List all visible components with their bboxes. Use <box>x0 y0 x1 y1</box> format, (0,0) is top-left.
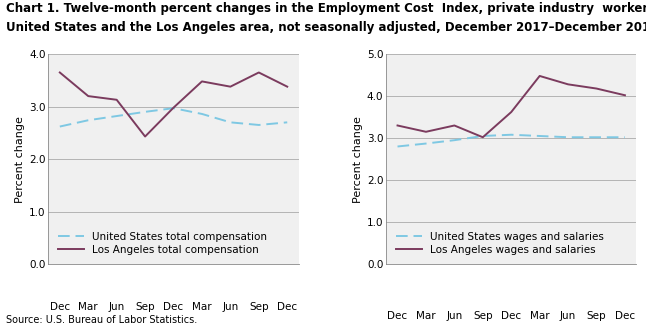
Legend: United States wages and salaries, Los Angeles wages and salaries: United States wages and salaries, Los An… <box>391 227 608 259</box>
Text: Sep: Sep <box>135 302 155 312</box>
Text: Jun: Jun <box>560 311 576 321</box>
Text: Source: U.S. Bureau of Labor Statistics.: Source: U.S. Bureau of Labor Statistics. <box>6 315 198 325</box>
Text: Dec: Dec <box>388 311 408 321</box>
Text: Jun: Jun <box>109 302 125 312</box>
Text: Dec: Dec <box>277 302 297 312</box>
Text: Jun: Jun <box>222 302 238 312</box>
Text: Sep: Sep <box>473 311 493 321</box>
Y-axis label: Percent change: Percent change <box>353 116 362 202</box>
Text: Dec: Dec <box>615 311 635 321</box>
Text: Sep: Sep <box>249 302 269 312</box>
Text: Mar: Mar <box>416 311 436 321</box>
Text: United States and the Los Angeles area, not seasonally adjusted, December 2017–D: United States and the Los Angeles area, … <box>6 21 646 34</box>
Text: Mar: Mar <box>530 311 550 321</box>
Text: Mar: Mar <box>78 302 98 312</box>
Legend: United States total compensation, Los Angeles total compensation: United States total compensation, Los An… <box>54 227 271 259</box>
Text: Dec: Dec <box>163 302 183 312</box>
Text: Dec: Dec <box>501 311 521 321</box>
Text: Dec: Dec <box>50 302 70 312</box>
Text: Mar: Mar <box>192 302 212 312</box>
Text: Sep: Sep <box>587 311 607 321</box>
Y-axis label: Percent change: Percent change <box>15 116 25 202</box>
Text: Jun: Jun <box>446 311 463 321</box>
Text: Chart 1. Twelve-month percent changes in the Employment Cost  Index, private ind: Chart 1. Twelve-month percent changes in… <box>6 2 646 15</box>
